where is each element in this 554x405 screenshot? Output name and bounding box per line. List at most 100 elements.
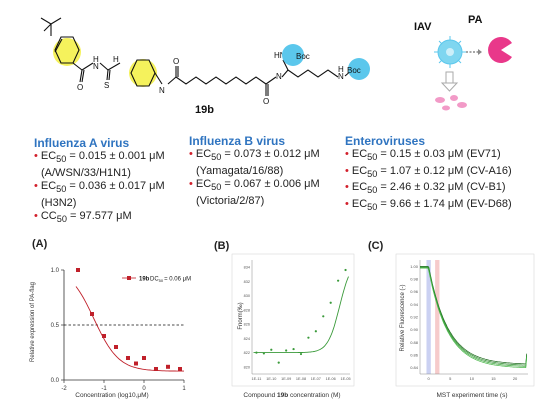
chart-a-xlabel: Concentration (log10,μM) xyxy=(75,392,148,399)
chart-a-dose-response: -2 -1 0 1 0.0 0.5 1.0 Concentration (log10,μM)… xyxy=(30,268,191,399)
chart-b-xtick-label: 1E-07 xyxy=(311,377,321,381)
panel-label-a: (A) xyxy=(32,238,48,250)
chart-c-ytick-label: 0.86 xyxy=(410,353,419,358)
panel-label-c: (C) xyxy=(368,240,384,252)
chart-b-point xyxy=(299,352,303,356)
chart-c-trace xyxy=(420,265,528,365)
binds-arrow-icon xyxy=(466,49,482,55)
nh-label-4: N xyxy=(159,86,165,95)
chart-c-ytick-label: 0.92 xyxy=(410,315,419,320)
list-item: • CC50 = 97.577 μM xyxy=(34,210,132,225)
highlight-ring-2 xyxy=(129,59,157,87)
list-item: • EC50 = 0.067 ± 0.006 μM xyxy=(189,178,320,193)
chart-b-ylabel: Fnorm(‰) xyxy=(238,302,244,329)
chart-b-xtick-label: 1E-08 xyxy=(296,377,306,381)
chart-b-ytick-label: 826 xyxy=(244,323,250,327)
nh-label-6: N xyxy=(338,72,344,81)
chart-b-fit-curve xyxy=(253,276,349,354)
chart-c-xtick-label: 15 xyxy=(491,376,496,381)
nh-label-2: N xyxy=(93,62,99,71)
compound-name: 19b xyxy=(195,104,214,116)
chart-b-point xyxy=(307,336,310,339)
chart-c-band-hot xyxy=(435,260,440,374)
list-item: • EC50 = 2.46 ± 0.32 μM (CV-B1) xyxy=(345,181,506,196)
influenza-a-block: Influenza A virus • EC50 = 0.015 ± 0.001 … xyxy=(34,136,194,227)
chart-a-point xyxy=(154,367,158,371)
chart-b-point xyxy=(270,348,273,351)
chart-b-xtick-label: 1E-09 xyxy=(281,377,291,381)
chart-a-point xyxy=(142,356,146,360)
hn-label: HN xyxy=(274,51,286,60)
nh-label-5: N xyxy=(276,72,282,81)
boc-label-2: Boc xyxy=(347,66,361,75)
chart-c-xtick-label: 0 xyxy=(428,376,431,381)
chart-a-point xyxy=(166,364,170,369)
chart-c-trace xyxy=(420,266,528,366)
structure-bonds xyxy=(40,17,353,96)
nh-label-1: H xyxy=(93,55,99,64)
atom-o-2: O xyxy=(173,57,179,66)
chart-b-xtick-label: 1E-10 xyxy=(266,377,276,381)
list-item-sub: (Victoria/2/87) xyxy=(196,194,265,207)
pa-label: PA xyxy=(468,14,483,26)
chart-b-point xyxy=(337,279,340,282)
iav-label: IAV xyxy=(414,21,432,33)
list-item-sub: (Yamagata/16/88) xyxy=(196,164,284,177)
list-item: • EC50 = 0.073 ± 0.012 μM xyxy=(189,148,320,163)
chart-b-ytick-label: 824 xyxy=(244,337,250,341)
boc-label-1: Boc xyxy=(296,52,310,61)
influenza-a-title: Influenza A virus xyxy=(34,136,130,150)
chart-c-ytick-label: 0.98 xyxy=(410,277,419,282)
chart-b-ytick-label: 830 xyxy=(244,294,250,298)
nh-label-7: H xyxy=(338,65,344,74)
list-item-sub: (H3N2) xyxy=(41,196,77,209)
list-item: • EC50 = 1.07 ± 0.12 μM (CV-A16) xyxy=(345,164,512,179)
chart-c-ytick-label: 1.00 xyxy=(410,264,419,269)
chart-c-ytick-label: 0.96 xyxy=(410,289,419,294)
chart-a-point xyxy=(76,268,80,272)
chart-a-xtick-label: 0 xyxy=(142,386,146,392)
degraded-fragments-icon xyxy=(435,95,467,111)
chart-a-point xyxy=(90,312,94,316)
chart-a-legend-series: 19b xyxy=(139,277,150,283)
chart-b-ytick-label: 832 xyxy=(244,280,250,284)
chart-c-xtick-label: 5 xyxy=(449,376,452,381)
chart-c-ytick-label: 0.94 xyxy=(410,302,419,307)
list-item: • EC50 = 9.66 ± 1.74 μM (EV-D68) xyxy=(345,198,512,213)
chart-a-xtick-label: -1 xyxy=(101,386,107,392)
chart-a-ylabel: Relative expression of PA-flag xyxy=(30,282,36,362)
list-item: • EC50 = 0.015 ± 0.001 μM xyxy=(34,150,165,165)
influenza-b-block: Influenza B virus • EC50 = 0.073 ± 0.012 … xyxy=(189,134,339,208)
boc-sphere-2 xyxy=(348,58,370,80)
chart-a-fit-curve xyxy=(75,286,184,372)
enteroviruses-block: Enteroviruses • EC50 = 0.15 ± 0.03 μM (EV… xyxy=(345,134,545,215)
chart-b-point xyxy=(329,301,332,304)
chart-b-ytick-label: 822 xyxy=(244,351,250,355)
chart-c-xlabel: MST experiment time (s) xyxy=(436,392,507,399)
chart-b-ytick-label: 828 xyxy=(244,308,250,312)
list-item: • EC50 = 0.15 ± 0.03 μM (EV71) xyxy=(345,148,501,163)
enteroviruses-list: • EC50 = 0.15 ± 0.03 μM (EV71) • EC50 = 1.… xyxy=(345,148,545,215)
virus-icon xyxy=(434,36,466,68)
nh-label-3: H xyxy=(113,55,119,64)
chart-c-trace xyxy=(420,267,528,368)
chart-a-ytick-label: 1.0 xyxy=(51,268,60,274)
chart-c-mst-trace: 0 5 10 15 20 0.84 0.86 0.88 0.90 0.92 0.94 0.96 0.98… xyxy=(395,253,535,399)
chart-b-xtick-label: 1E-05 xyxy=(340,377,350,381)
iav-pa-schematic: IAV PA xyxy=(414,14,512,111)
chart-b-point xyxy=(277,361,280,364)
chart-b-point xyxy=(255,351,258,354)
chart-b-xtick-label: 1E-11 xyxy=(252,377,262,381)
chart-c-ytick-label: 0.84 xyxy=(410,365,419,370)
chart-a-legend-annotation: DC50= 0.06 μM xyxy=(150,277,191,284)
highlight-ring-1 xyxy=(53,38,81,66)
chart-b-ytick-label: 834 xyxy=(244,266,250,270)
atom-s: S xyxy=(104,81,109,90)
chart-c-trace xyxy=(420,267,528,367)
chart-a-xtick-label: 1 xyxy=(182,386,186,392)
chart-a-point xyxy=(178,367,182,371)
chart-b-point xyxy=(314,330,317,333)
influenza-b-title: Influenza B virus xyxy=(189,134,286,148)
boc-sphere-1 xyxy=(282,44,304,66)
chart-a-point xyxy=(114,345,118,349)
